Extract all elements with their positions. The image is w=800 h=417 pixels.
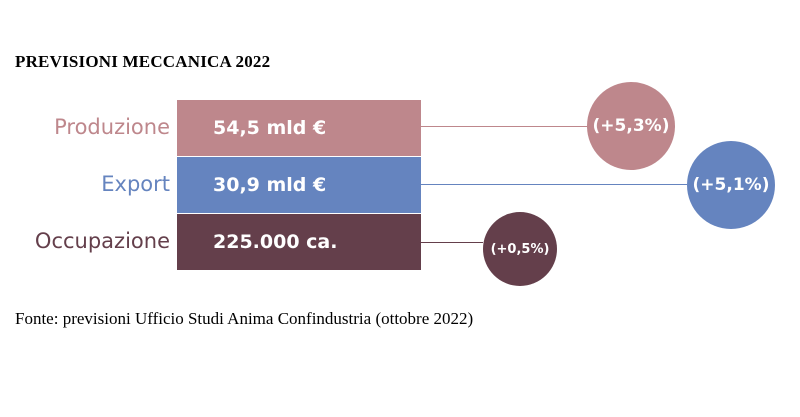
bar-value-produzione: 54,5 mld € [213,117,327,139]
change-text-produzione: (+5,3%) [592,116,670,136]
bar-export: 30,9 mld € [177,157,421,213]
row-label-produzione: Produzione [54,115,170,139]
bar-value-export: 30,9 mld € [213,174,327,196]
connector-produzione [421,126,587,127]
connector-export [421,184,687,185]
connector-occupazione [421,242,483,243]
bar-produzione: 54,5 mld € [177,100,421,156]
row-label-occupazione: Occupazione [34,229,170,253]
change-text-occupazione: (+0,5%) [490,241,550,257]
bar-occupazione: 225.000 ca. [177,214,421,270]
change-bubble-export: (+5,1%) [687,141,775,229]
bar-value-occupazione: 225.000 ca. [213,231,338,253]
change-bubble-occupazione: (+0,5%) [483,212,557,286]
source-note: Fonte: previsioni Ufficio Studi Anima Co… [15,309,474,328]
chart-title: PREVISIONI MECCANICA 2022 [15,52,271,71]
change-bubble-produzione: (+5,3%) [587,82,675,170]
change-text-export: (+5,1%) [692,175,770,195]
row-label-export: Export [101,172,170,196]
